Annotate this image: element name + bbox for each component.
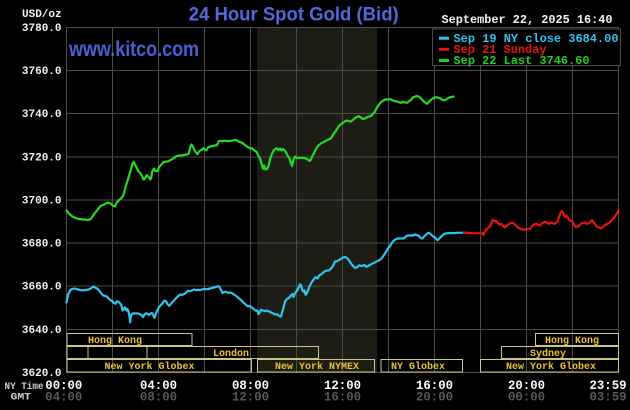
- svg-text:Hong Kong: Hong Kong: [88, 336, 142, 347]
- svg-text:3680.0: 3680.0: [22, 239, 62, 251]
- svg-text:00:00: 00:00: [45, 378, 82, 393]
- svg-text:NY Time: NY Time: [5, 381, 44, 393]
- svg-text:3620.0: 3620.0: [22, 368, 62, 380]
- svg-text:3660.0: 3660.0: [22, 282, 62, 294]
- svg-text:3780.0: 3780.0: [22, 23, 62, 35]
- svg-text:3760.0: 3760.0: [22, 66, 62, 78]
- svg-text:3720.0: 3720.0: [22, 152, 62, 164]
- svg-text:www.kitco.com: www.kitco.com: [68, 38, 199, 61]
- svg-text:23:59: 23:59: [590, 378, 627, 393]
- svg-text:Sep 19 NY close 3684.00: Sep 19 NY close 3684.00: [454, 32, 619, 46]
- svg-text:3740.0: 3740.0: [22, 109, 62, 121]
- svg-text:04:00: 04:00: [45, 390, 82, 405]
- svg-text:12:00: 12:00: [232, 390, 269, 405]
- svg-text:Hong Kong: Hong Kong: [545, 336, 599, 347]
- svg-text:16:00: 16:00: [324, 390, 361, 405]
- svg-text:20:00: 20:00: [416, 390, 453, 405]
- svg-text:NY Globex: NY Globex: [391, 361, 445, 373]
- svg-text:Sep 22 Last 3746.60: Sep 22 Last 3746.60: [454, 54, 590, 68]
- svg-text:September 22, 2025 16:40: September 22, 2025 16:40: [442, 13, 613, 27]
- svg-text:New York NYMEX: New York NYMEX: [275, 361, 359, 373]
- svg-text:24 Hour Spot Gold (Bid): 24 Hour Spot Gold (Bid): [189, 5, 399, 26]
- svg-text:03:59: 03:59: [590, 390, 627, 405]
- svg-text:GMT: GMT: [11, 392, 32, 404]
- svg-text:New York Globex: New York Globex: [506, 361, 596, 373]
- svg-text:08:00: 08:00: [140, 390, 177, 405]
- svg-text:20:00: 20:00: [508, 378, 545, 393]
- svg-text:London: London: [213, 348, 249, 360]
- svg-text:3640.0: 3640.0: [22, 325, 62, 337]
- svg-text:04:00: 04:00: [140, 378, 177, 393]
- svg-text:Sep 21 Sunday: Sep 21 Sunday: [454, 43, 547, 57]
- svg-text:Sydney: Sydney: [530, 348, 566, 360]
- svg-text:3700.0: 3700.0: [22, 195, 62, 207]
- svg-text:12:00: 12:00: [324, 378, 361, 393]
- svg-text:USD/oz: USD/oz: [22, 9, 62, 21]
- svg-text:00:00: 00:00: [508, 390, 545, 405]
- svg-text:08:00: 08:00: [232, 378, 269, 393]
- svg-text:16:00: 16:00: [416, 378, 453, 393]
- svg-text:New York Globex: New York Globex: [104, 361, 194, 373]
